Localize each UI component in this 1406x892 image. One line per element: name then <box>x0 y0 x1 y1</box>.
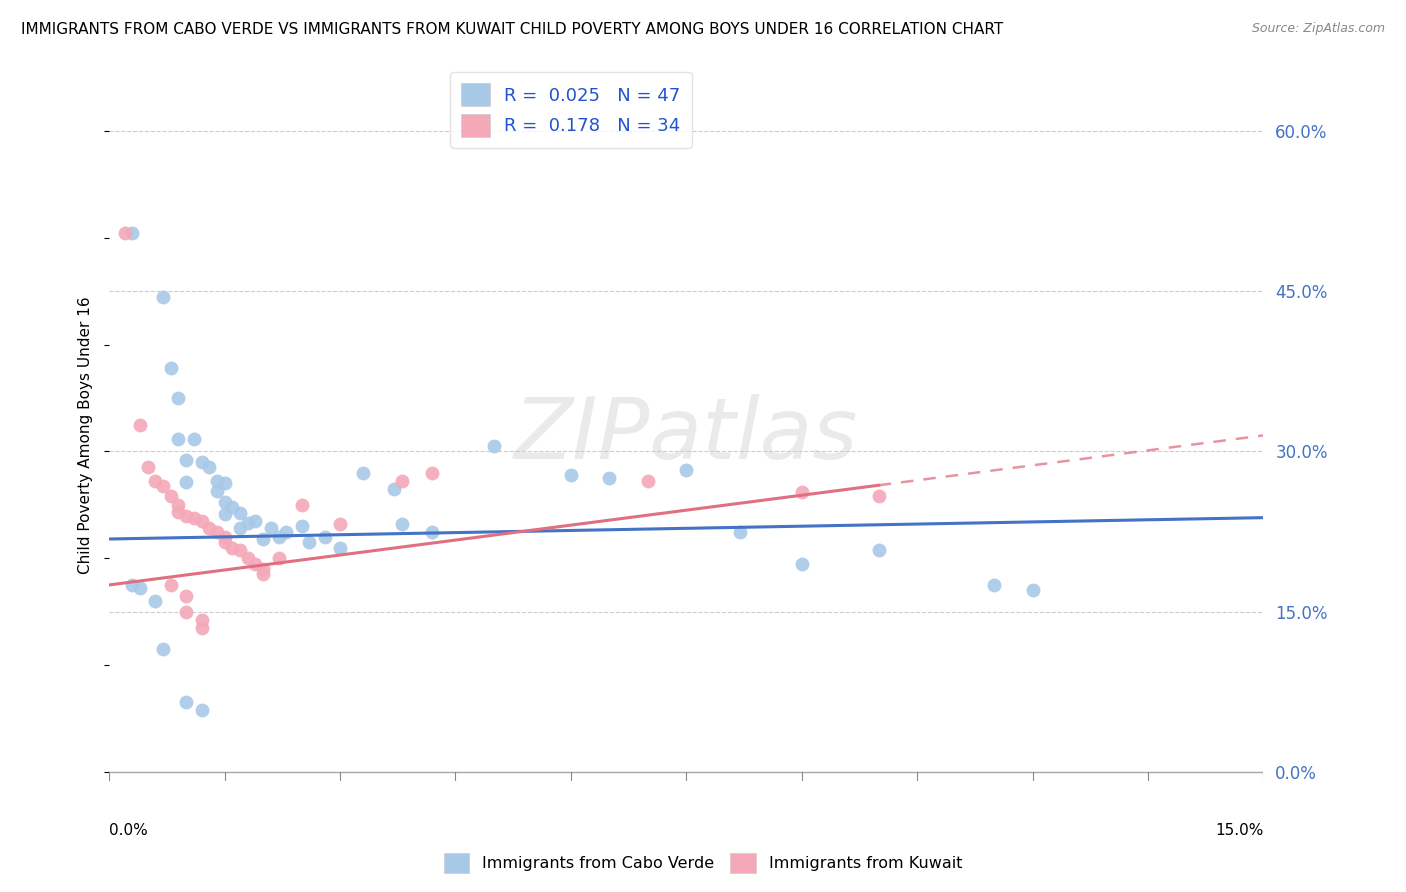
Point <box>167 391 190 405</box>
Point <box>790 557 813 571</box>
Point <box>329 517 352 532</box>
Point <box>229 542 252 557</box>
Point <box>129 417 152 432</box>
Point <box>637 475 659 489</box>
Point <box>391 475 413 489</box>
Point <box>245 514 267 528</box>
Point <box>868 542 890 557</box>
Point <box>314 530 336 544</box>
Point <box>174 605 197 619</box>
Point <box>352 466 374 480</box>
Point <box>252 532 274 546</box>
Point <box>152 642 174 657</box>
Point <box>291 498 314 512</box>
Point <box>382 482 405 496</box>
Legend: Immigrants from Cabo Verde, Immigrants from Kuwait: Immigrants from Cabo Verde, Immigrants f… <box>437 847 969 880</box>
Point <box>174 589 197 603</box>
Point <box>298 535 321 549</box>
Point <box>598 471 620 485</box>
Point <box>214 535 236 549</box>
Point <box>560 467 582 482</box>
Point <box>214 476 236 491</box>
Point <box>121 578 143 592</box>
Point <box>198 521 221 535</box>
Point <box>329 541 352 555</box>
Point <box>205 475 228 489</box>
Point <box>260 521 283 535</box>
Point <box>136 460 159 475</box>
Point <box>114 226 136 240</box>
Point <box>252 567 274 582</box>
Point <box>152 290 174 304</box>
Point <box>422 524 444 539</box>
Point <box>167 505 190 519</box>
Y-axis label: Child Poverty Among Boys Under 16: Child Poverty Among Boys Under 16 <box>79 297 93 574</box>
Point <box>214 530 236 544</box>
Point <box>245 557 267 571</box>
Point <box>159 489 181 503</box>
Point <box>229 521 252 535</box>
Point <box>198 460 221 475</box>
Point <box>675 462 697 476</box>
Point <box>152 478 174 492</box>
Point <box>174 508 197 523</box>
Point <box>267 530 290 544</box>
Point <box>121 226 143 240</box>
Point <box>205 524 228 539</box>
Text: ZIPatlas: ZIPatlas <box>515 394 859 477</box>
Text: Source: ZipAtlas.com: Source: ZipAtlas.com <box>1251 22 1385 36</box>
Point <box>276 524 298 539</box>
Text: 15.0%: 15.0% <box>1215 823 1264 838</box>
Point <box>145 594 167 608</box>
Point <box>159 361 181 376</box>
Point <box>391 517 413 532</box>
Point <box>482 439 505 453</box>
Point <box>236 516 259 530</box>
Point <box>214 508 236 522</box>
Point <box>159 578 181 592</box>
Point <box>190 703 212 717</box>
Point <box>422 466 444 480</box>
Point <box>190 455 212 469</box>
Point <box>190 514 212 528</box>
Point <box>868 489 890 503</box>
Point <box>183 510 205 524</box>
Point <box>221 500 243 514</box>
Point <box>190 621 212 635</box>
Point <box>983 578 1005 592</box>
Text: IMMIGRANTS FROM CABO VERDE VS IMMIGRANTS FROM KUWAIT CHILD POVERTY AMONG BOYS UN: IMMIGRANTS FROM CABO VERDE VS IMMIGRANTS… <box>21 22 1004 37</box>
Point <box>190 613 212 627</box>
Point <box>174 695 197 709</box>
Point <box>229 507 252 521</box>
Point <box>145 475 167 489</box>
Point <box>214 494 236 508</box>
Point <box>728 524 751 539</box>
Point <box>291 519 314 533</box>
Point <box>236 551 259 566</box>
Point <box>252 562 274 576</box>
Point <box>174 453 197 467</box>
Point <box>221 541 243 555</box>
Point <box>1021 583 1043 598</box>
Point <box>267 551 290 566</box>
Point <box>790 485 813 500</box>
Point <box>174 475 197 490</box>
Point <box>167 432 190 446</box>
Text: 0.0%: 0.0% <box>110 823 148 838</box>
Point <box>129 581 152 595</box>
Point <box>167 498 190 512</box>
Legend: R =  0.025   N = 47, R =  0.178   N = 34: R = 0.025 N = 47, R = 0.178 N = 34 <box>450 72 692 148</box>
Point <box>205 483 228 498</box>
Point <box>183 432 205 446</box>
